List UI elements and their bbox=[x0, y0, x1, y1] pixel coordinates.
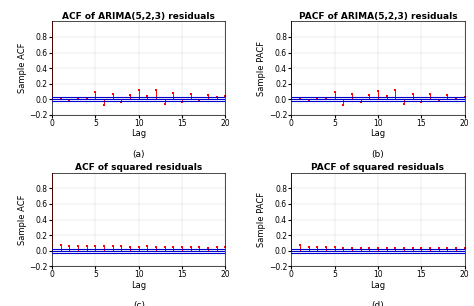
Y-axis label: Sample ACF: Sample ACF bbox=[18, 194, 27, 245]
X-axis label: Lag: Lag bbox=[370, 281, 385, 290]
X-axis label: Lag: Lag bbox=[131, 129, 146, 138]
Y-axis label: Sample PACF: Sample PACF bbox=[257, 192, 266, 247]
Y-axis label: Sample PACF: Sample PACF bbox=[257, 41, 266, 96]
Y-axis label: Sample ACF: Sample ACF bbox=[18, 43, 27, 93]
Title: PACF of squared residuals: PACF of squared residuals bbox=[311, 163, 445, 172]
Title: PACF of ARIMA(5,2,3) residuals: PACF of ARIMA(5,2,3) residuals bbox=[299, 12, 457, 21]
Text: (d): (d) bbox=[372, 301, 384, 306]
X-axis label: Lag: Lag bbox=[370, 129, 385, 138]
Text: (b): (b) bbox=[372, 150, 384, 159]
Title: ACF of ARIMA(5,2,3) residuals: ACF of ARIMA(5,2,3) residuals bbox=[63, 12, 215, 21]
Text: (a): (a) bbox=[133, 150, 145, 159]
Text: (c): (c) bbox=[133, 301, 145, 306]
Title: ACF of squared residuals: ACF of squared residuals bbox=[75, 163, 202, 172]
X-axis label: Lag: Lag bbox=[131, 281, 146, 290]
